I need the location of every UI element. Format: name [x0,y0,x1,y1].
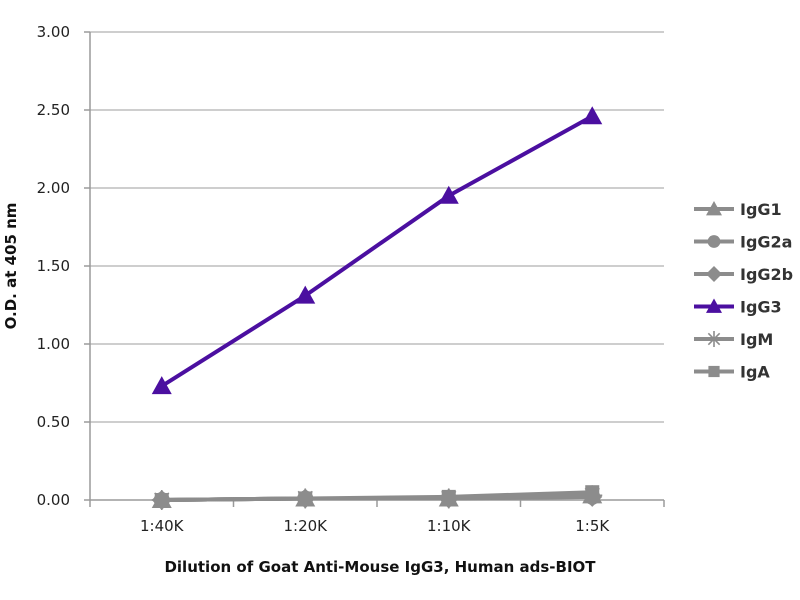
legend-label: IgG3 [740,298,782,317]
series-igg3 [151,106,603,395]
y-axis-ticks: 0.00 0.50 1.00 1.50 2.00 2.50 3.00 [37,23,90,509]
x-tick-label: 1:5K [575,517,610,535]
data-point [582,106,603,125]
y-tick-label: 2.50 [37,101,70,119]
y-tick-label: 2.00 [37,179,70,197]
legend-item: IgG2b [694,265,793,284]
legend: IgG1 IgG2a IgG2b IgG3 IgM IgA [694,200,793,382]
legend-item: IgG1 [694,200,782,219]
data-point [585,485,600,500]
data-point [151,376,172,395]
legend-label: IgG1 [740,200,782,219]
legend-item: IgA [694,363,770,382]
data-point [295,285,316,304]
x-tick-label: 1:40K [140,517,185,535]
legend-marker [706,331,722,347]
legend-marker [706,266,722,282]
y-tick-label: 1.00 [37,335,70,353]
y-tick-label: 0.00 [37,491,70,509]
legend-label: IgG2b [740,265,793,284]
series-group [151,106,603,510]
series-iga [154,485,600,507]
y-tick-label: 0.50 [37,413,70,431]
legend-marker [706,201,722,216]
legend-marker [707,235,721,248]
legend-label: IgG2a [740,233,792,252]
legend-item: IgG3 [694,298,782,317]
y-tick-label: 1.50 [37,257,70,275]
data-point [438,185,459,204]
x-tick-label: 1:20K [283,517,328,535]
legend-item: IgG2a [694,233,792,252]
legend-label: IgA [740,363,770,382]
legend-label: IgM [740,330,773,349]
data-point [298,491,313,506]
x-tick-label: 1:10K [427,517,472,535]
y-tick-label: 3.00 [37,23,70,41]
legend-marker [708,365,720,378]
legend-item: IgM [694,330,773,349]
series-line [159,490,595,502]
legend-marker [706,298,722,313]
x-axis-title: Dilution of Goat Anti-Mouse IgG3, Human … [164,558,596,576]
x-axis-ticks: 1:40K 1:20K 1:10K 1:5K [89,500,665,535]
series-line [159,114,595,389]
data-point [441,489,456,504]
y-axis-title: O.D. at 405 nm [2,203,20,330]
gridlines [90,31,664,423]
data-point [154,493,169,507]
